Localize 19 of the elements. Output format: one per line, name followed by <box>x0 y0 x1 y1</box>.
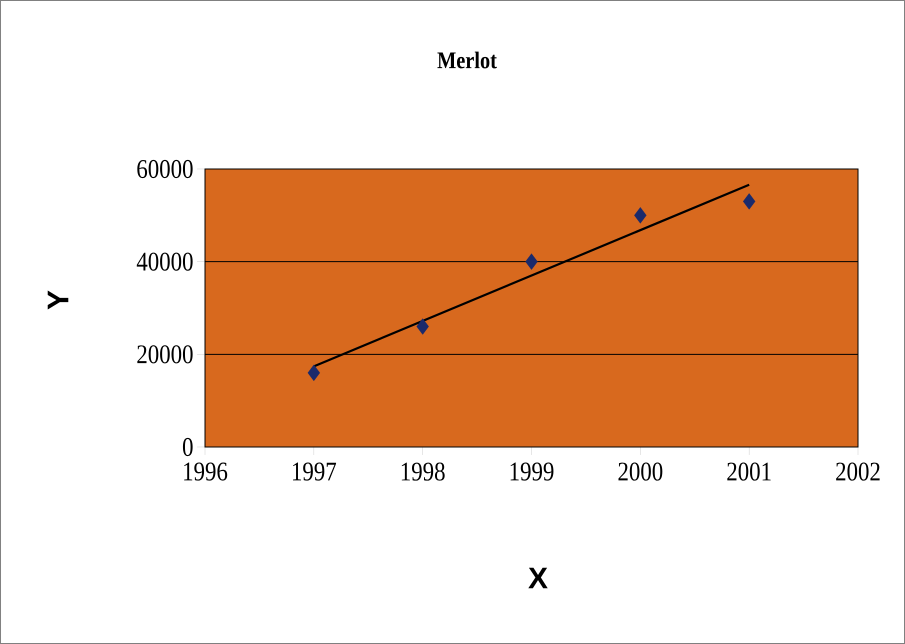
x-tick-label: 1999 <box>510 462 554 481</box>
y-axis-title: Y <box>48 290 68 310</box>
point <box>308 364 320 382</box>
x-axis-title: X <box>528 568 548 588</box>
x-tick-label: 2002 <box>836 462 880 481</box>
x-tick-label: 1996 <box>184 462 228 481</box>
chart-title: Merlot <box>437 52 497 68</box>
y-tick-label: 60000 <box>137 160 193 178</box>
x-tick-label: 1997 <box>292 462 336 481</box>
y-tick-label: 40000 <box>136 252 193 271</box>
point <box>634 207 647 224</box>
y-tick-label: 0 <box>182 438 193 456</box>
point <box>742 193 756 210</box>
point <box>525 253 538 270</box>
point <box>416 318 429 335</box>
x-tick-label: 2001 <box>727 462 771 481</box>
x-tick-label: 1998 <box>402 462 445 481</box>
y-tick-label: 20000 <box>137 345 193 364</box>
x-tick-label: 2000 <box>618 462 662 481</box>
